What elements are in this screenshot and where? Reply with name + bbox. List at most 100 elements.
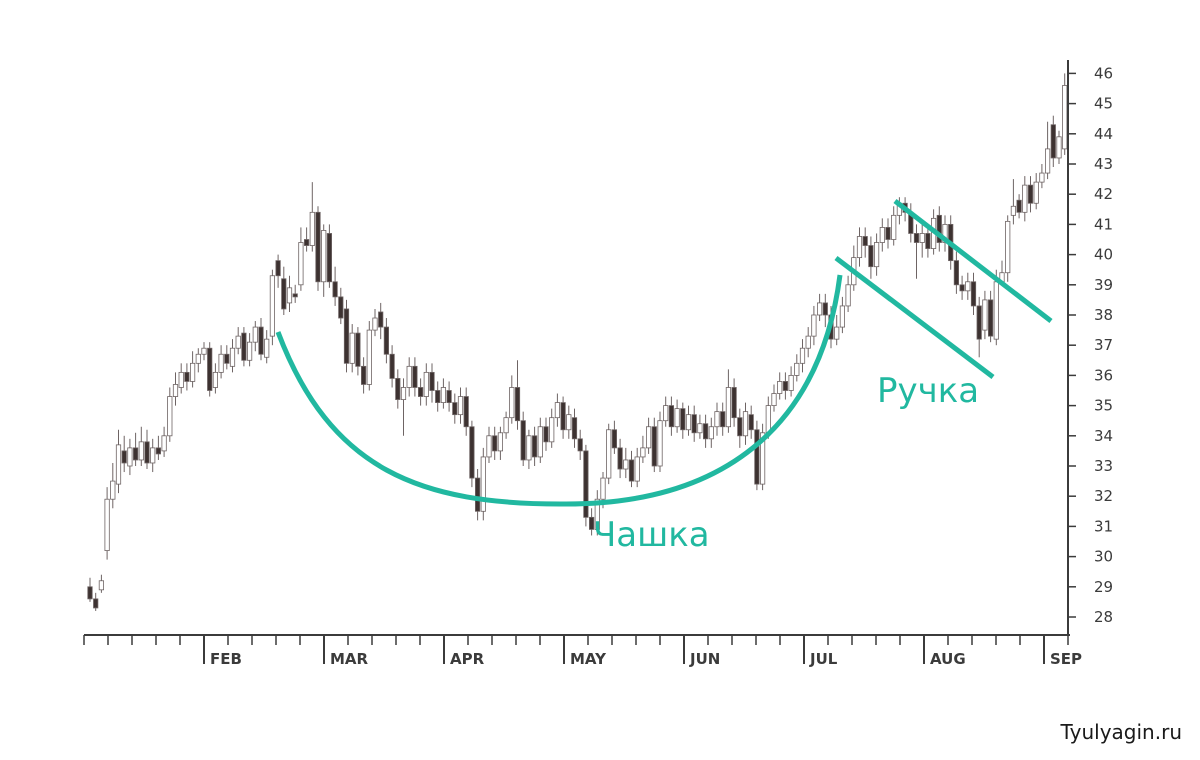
candle xyxy=(184,363,190,391)
candle-body-down xyxy=(543,426,549,443)
candle xyxy=(834,315,840,346)
candle-body-down xyxy=(668,405,675,428)
candle-body-up xyxy=(623,459,629,470)
candle xyxy=(691,405,697,442)
candle-body-down xyxy=(651,426,657,467)
candle-body-up xyxy=(657,420,663,467)
candle-body-up xyxy=(742,411,749,437)
y-tick-label: 29 xyxy=(1094,578,1113,596)
candle xyxy=(720,402,726,436)
candle xyxy=(714,402,720,436)
candle xyxy=(1016,194,1022,219)
candle xyxy=(822,293,828,328)
candle-body-down xyxy=(207,347,213,391)
candle xyxy=(794,354,800,382)
candle-body-up xyxy=(811,314,817,337)
candle-body-down xyxy=(953,260,960,286)
candle-body-up xyxy=(167,396,173,437)
candle xyxy=(651,417,657,473)
candle xyxy=(332,266,338,306)
candle xyxy=(207,342,213,397)
time-axis: FEB MAR APR MAY JUN JUL AUG SEP xyxy=(83,634,1082,668)
candle-body-up xyxy=(526,435,532,461)
candle-body-up xyxy=(400,387,407,400)
candle-body-down xyxy=(360,365,367,385)
candle xyxy=(1056,130,1062,164)
candle-body-up xyxy=(1039,172,1045,183)
handle-label: Ручка xyxy=(877,371,979,411)
month-label: APR xyxy=(450,650,485,668)
candle xyxy=(537,417,543,463)
candle-body-down xyxy=(429,371,435,391)
candle-body-up xyxy=(663,405,669,422)
candle-body-down xyxy=(532,435,538,458)
candle-body-up xyxy=(366,329,372,385)
candle xyxy=(646,417,652,454)
candle xyxy=(703,414,709,448)
candle xyxy=(554,393,561,427)
candle xyxy=(366,321,372,391)
candle-body-down xyxy=(988,299,994,337)
candle xyxy=(172,372,179,406)
candle-body-up xyxy=(110,480,116,500)
candle-body-up xyxy=(150,447,156,464)
candle-body-down xyxy=(446,390,452,403)
watermark: Tyulyagin.ru xyxy=(1060,720,1182,744)
candle xyxy=(212,363,218,394)
candle-body-down xyxy=(925,233,931,249)
candle xyxy=(845,275,851,312)
candle xyxy=(953,251,960,294)
candle xyxy=(303,227,310,252)
candle xyxy=(782,372,789,400)
candle xyxy=(571,408,578,448)
candle-body-down xyxy=(520,420,526,461)
candle-body-down xyxy=(87,586,93,600)
candle-body-up xyxy=(98,580,104,591)
y-tick-label: 38 xyxy=(1094,306,1113,324)
candle-body-up xyxy=(127,447,133,467)
candle-body-up xyxy=(993,281,999,340)
month-label: JUL xyxy=(809,650,838,668)
candle xyxy=(634,447,640,488)
candle xyxy=(235,327,241,355)
candle xyxy=(338,287,344,325)
candle xyxy=(144,429,150,470)
candle-body-up xyxy=(708,426,714,440)
candle xyxy=(189,351,196,388)
candle-body-up xyxy=(646,426,652,449)
candle-body-down xyxy=(976,305,982,340)
candle-body-up xyxy=(640,447,646,458)
candle-body-down xyxy=(492,435,498,452)
candle-body-up xyxy=(839,305,846,328)
month-label: JUN xyxy=(689,650,720,668)
candle-body-up xyxy=(298,242,304,286)
candle xyxy=(406,357,412,397)
candle xyxy=(298,227,304,291)
candle xyxy=(309,182,315,252)
candle xyxy=(355,327,361,376)
candle-body-up xyxy=(799,347,806,364)
candle-body-up xyxy=(212,371,218,388)
candle xyxy=(252,321,258,352)
cup-arc xyxy=(275,274,843,507)
candle-body-up xyxy=(879,227,885,243)
candle xyxy=(412,357,418,397)
candle xyxy=(885,218,891,249)
candle xyxy=(1062,73,1068,155)
candle xyxy=(1045,121,1051,180)
y-tick-label: 41 xyxy=(1094,215,1113,233)
candle-body-up xyxy=(201,347,207,355)
candle xyxy=(965,272,971,300)
candle xyxy=(360,357,367,394)
candle-body-down xyxy=(720,411,726,428)
candle xyxy=(389,345,395,388)
candle xyxy=(976,296,982,358)
candle xyxy=(1022,176,1028,222)
candle xyxy=(246,333,253,367)
candle-body-up xyxy=(309,211,315,246)
candle xyxy=(891,206,897,246)
candle-body-up xyxy=(218,353,224,373)
candle-body-down xyxy=(355,332,361,367)
candle xyxy=(195,348,201,373)
